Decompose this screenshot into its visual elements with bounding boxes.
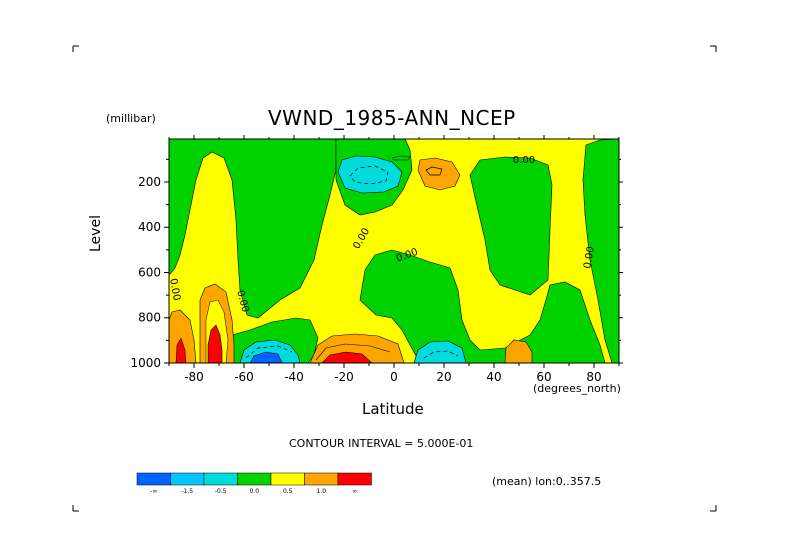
crop-marks (72, 45, 717, 512)
y-tick-label: 200 (138, 175, 161, 189)
x-tick-label: -60 (234, 370, 254, 384)
colorbar-swatch (203, 472, 238, 486)
colorbar-label: -∞ (150, 488, 157, 495)
x-axis-unit: (degrees_north) (533, 382, 621, 395)
contour-fill (169, 139, 619, 363)
x-tick-label: 20 (436, 370, 451, 384)
region-red-south-edge (175, 337, 187, 363)
contour-small-top (391, 155, 411, 161)
region-orange-upper (417, 157, 461, 191)
region-green-north-upper (469, 156, 553, 296)
colorbar-label: ∞ (352, 488, 357, 495)
colorbar-swatch (237, 472, 272, 486)
colorbar-label: -1.5 (181, 488, 193, 495)
x-tick-label: 80 (586, 370, 601, 384)
x-axis-label: Latitude (362, 400, 424, 418)
x-tick-label: -20 (334, 370, 354, 384)
x-tick-label: 40 (486, 370, 501, 384)
y-tick-label: 400 (138, 220, 161, 234)
contour-equator-inner (315, 343, 391, 361)
region-blue-south-low (249, 351, 283, 363)
mean-longitude-note: (mean) lon:0..357.5 (492, 475, 602, 488)
region-red-equator (321, 351, 373, 363)
colorbar-swatch (337, 472, 372, 486)
y-tick-label: 800 (138, 311, 161, 325)
colorbar-swatch (136, 472, 171, 486)
y-tick-label: 1000 (130, 356, 161, 370)
y-axis-unit: (millibar) (106, 112, 156, 125)
contour-label: 0.00 (513, 155, 535, 166)
crop-mark-top-left (72, 45, 79, 52)
contour-label: 0.00 (167, 278, 182, 302)
contour-upper-inner (425, 166, 443, 176)
region-cyan-upper (337, 155, 403, 194)
contour-dashed-upper (349, 165, 389, 185)
axes: -80 -60 -40 -20 0 20 40 60 80 200 400 600 800 1000 (130, 135, 623, 384)
crop-mark-bottom-right (710, 505, 717, 512)
colorbar-swatch (270, 472, 305, 486)
colorbar-swatch (304, 472, 339, 486)
contour-interval-text: CONTOUR INTERVAL = 5.000E-01 (289, 437, 474, 450)
region-orange-south-1 (169, 309, 197, 363)
colorbar: -∞ -1.5 -0.5 0.0 0.5 1.0 ∞ (136, 472, 372, 495)
crop-mark-bottom-left (72, 505, 79, 512)
x-tick-label: -40 (284, 370, 304, 384)
x-tick-label: -80 (184, 370, 204, 384)
region-green-mid-low (359, 249, 606, 363)
y-tick-label: 600 (138, 265, 161, 279)
contour-dashed-south-low (245, 345, 293, 359)
contour-dashed-north-low (423, 350, 459, 359)
colorbar-label: 0.0 (249, 488, 259, 495)
region-cyan-north-low (413, 340, 467, 363)
x-tick-label: 0 (390, 370, 398, 384)
region-green-south (169, 139, 337, 319)
colorbar-label: -0.5 (215, 488, 227, 495)
chart-title: VWND_1985-ANN_NCEP (268, 106, 516, 130)
region-orange-north-low (504, 339, 533, 363)
colorbar-label: 1.0 (316, 488, 326, 495)
contour-label: 0.00 (582, 246, 597, 270)
crop-mark-top-right (710, 45, 717, 52)
colorbar-label: 0.5 (283, 488, 293, 495)
colorbar-swatch (170, 472, 205, 486)
x-tick-label: 60 (536, 370, 551, 384)
region-red-south (207, 324, 223, 363)
